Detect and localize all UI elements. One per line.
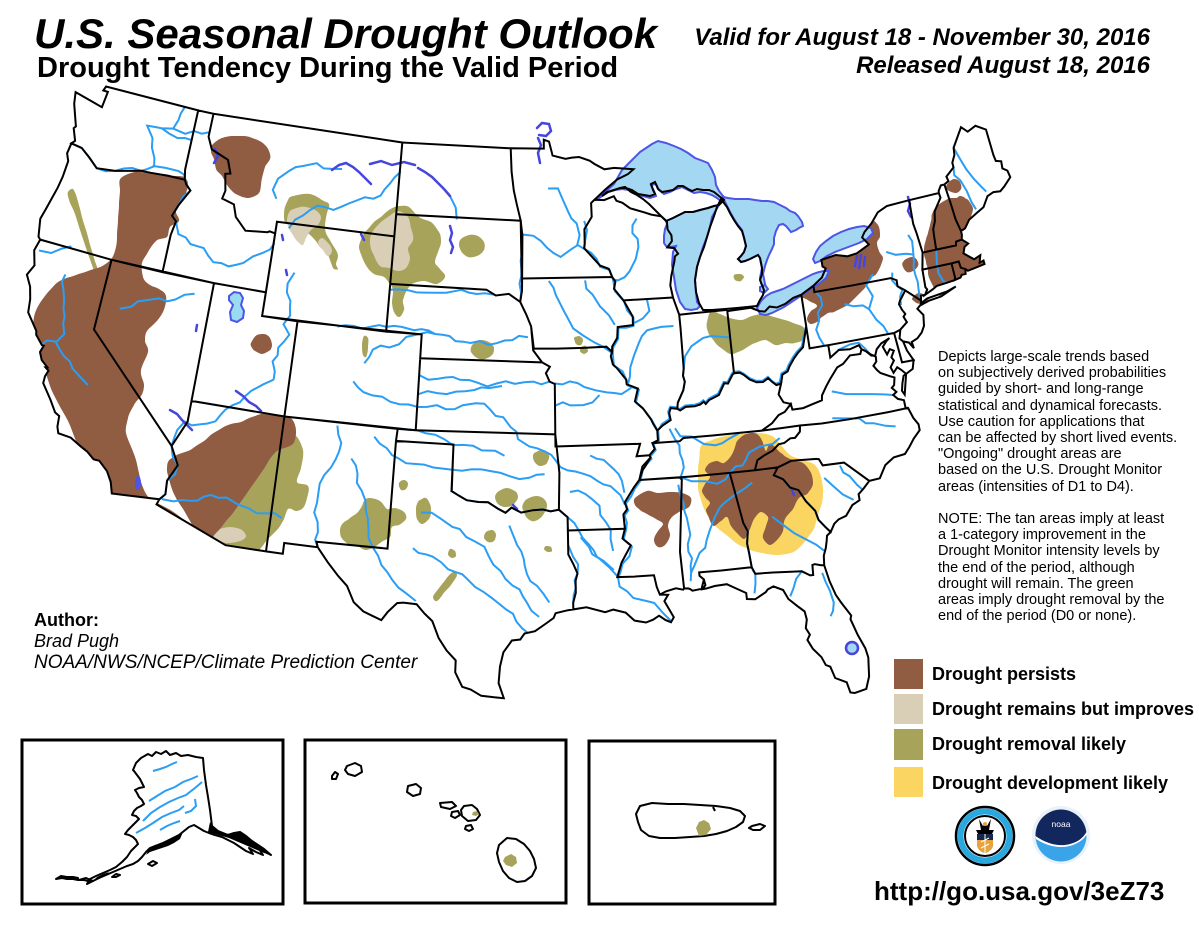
- svg-text:noaa: noaa: [1052, 819, 1071, 829]
